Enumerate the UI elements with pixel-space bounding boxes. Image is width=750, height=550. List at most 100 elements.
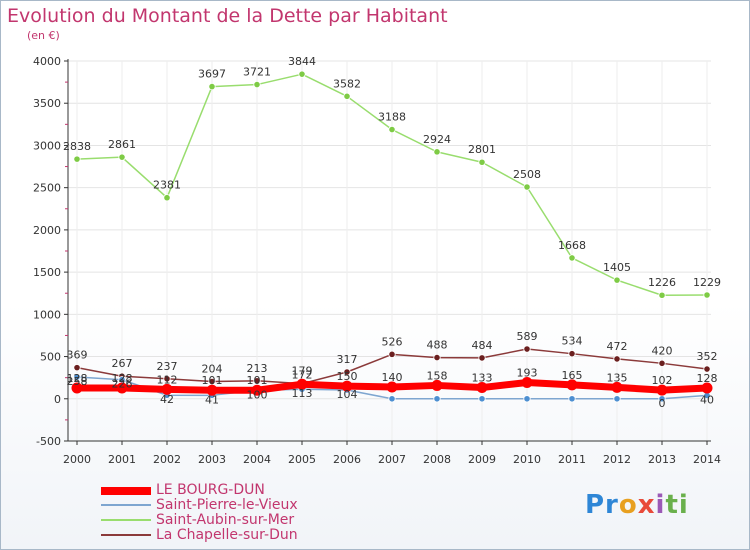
data-label: 534 — [562, 335, 583, 348]
data-label: 158 — [427, 369, 448, 382]
y-tick-label: 1000 — [33, 308, 61, 321]
data-point — [298, 70, 306, 78]
data-point — [208, 82, 216, 91]
data-label: 204 — [202, 363, 223, 376]
x-tick-label: 2010 — [513, 453, 541, 466]
data-point — [613, 395, 621, 403]
x-tick-label: 2007 — [378, 453, 406, 466]
data-point — [296, 378, 308, 390]
data-point — [476, 382, 488, 394]
data-label: 133 — [472, 372, 493, 385]
data-label: 352 — [697, 350, 718, 363]
data-label: 2801 — [468, 143, 496, 156]
data-point — [253, 377, 261, 385]
data-label: 2924 — [423, 133, 451, 146]
data-point — [566, 379, 578, 391]
data-point — [521, 376, 533, 388]
x-tick-label: 2002 — [153, 453, 181, 466]
data-label: 3697 — [198, 68, 226, 81]
data-label: 2381 — [153, 179, 181, 192]
data-label: 41 — [205, 393, 219, 406]
data-point — [523, 395, 531, 403]
y-tick-label: 0 — [54, 393, 61, 406]
data-label: 3844 — [288, 55, 316, 68]
data-label: 1229 — [693, 276, 721, 289]
data-label: 193 — [517, 366, 538, 379]
data-label: 100 — [247, 388, 268, 401]
data-label: 226 — [112, 378, 133, 391]
data-label: 0 — [659, 397, 666, 410]
data-label: 2508 — [513, 168, 541, 181]
data-point — [161, 383, 173, 395]
data-point — [73, 155, 81, 163]
chart-title: Evolution du Montant de la Dette par Hab… — [7, 5, 448, 27]
x-tick-label: 2011 — [558, 453, 586, 466]
data-point — [703, 291, 711, 299]
data-label: 317 — [337, 353, 358, 366]
data-point — [116, 382, 128, 394]
data-label: 3188 — [378, 111, 406, 124]
data-point — [163, 375, 171, 383]
data-point — [431, 379, 443, 391]
data-point — [73, 373, 81, 381]
data-label: 104 — [337, 388, 358, 401]
x-tick-label: 2004 — [243, 453, 271, 466]
x-tick-label: 2013 — [648, 453, 676, 466]
x-tick-label: 2008 — [423, 453, 451, 466]
data-label: 589 — [517, 330, 538, 343]
data-label: 112 — [157, 373, 178, 386]
data-label: 3721 — [243, 66, 271, 79]
legend-swatch — [101, 504, 151, 506]
data-label: 267 — [112, 357, 133, 370]
data-point — [568, 350, 576, 358]
data-label: 2861 — [108, 138, 136, 151]
data-label: 1226 — [648, 276, 676, 289]
x-tick-label: 2000 — [63, 453, 91, 466]
y-tick-label: -500 — [36, 435, 61, 448]
data-point — [73, 364, 81, 372]
y-tick-label: 2000 — [33, 224, 61, 237]
data-label: 3582 — [333, 77, 361, 90]
data-point — [658, 359, 666, 367]
y-tick-label: 1500 — [33, 266, 61, 279]
legend-label: Saint-Pierre-le-Vieux — [156, 497, 298, 513]
data-label: 101 — [247, 374, 268, 387]
data-label: 135 — [607, 371, 628, 384]
data-point — [568, 395, 576, 403]
data-point — [388, 395, 396, 403]
proxiti-logo: Proxiti — [585, 490, 689, 520]
data-label: 128 — [697, 372, 718, 385]
data-point — [613, 276, 621, 284]
data-point — [658, 291, 666, 299]
y-tick-label: 4000 — [33, 55, 61, 68]
legend-swatch — [101, 487, 151, 495]
data-label: 488 — [427, 339, 448, 352]
data-point — [388, 350, 396, 358]
data-point — [523, 345, 531, 353]
x-tick-label: 2005 — [288, 453, 316, 466]
unit-label: (en €) — [27, 29, 60, 42]
data-point — [433, 148, 441, 156]
data-label: 369 — [67, 349, 88, 362]
y-tick-label: 2500 — [33, 182, 61, 195]
data-point — [388, 125, 396, 134]
y-tick-label: 3500 — [33, 97, 61, 110]
data-point — [478, 158, 486, 166]
data-label: 2838 — [63, 140, 91, 153]
data-point — [613, 355, 621, 363]
data-point — [701, 382, 713, 394]
data-point — [433, 353, 441, 362]
data-point — [343, 368, 351, 376]
data-label: 140 — [382, 371, 403, 384]
legend-swatch — [101, 534, 151, 536]
data-point — [478, 395, 486, 403]
data-point — [568, 254, 576, 262]
data-label: 1668 — [558, 239, 586, 252]
data-point — [71, 382, 83, 394]
data-point — [433, 395, 441, 403]
data-point — [703, 365, 711, 373]
data-point — [118, 153, 126, 161]
data-point — [206, 384, 218, 396]
data-label: 101 — [202, 374, 223, 387]
